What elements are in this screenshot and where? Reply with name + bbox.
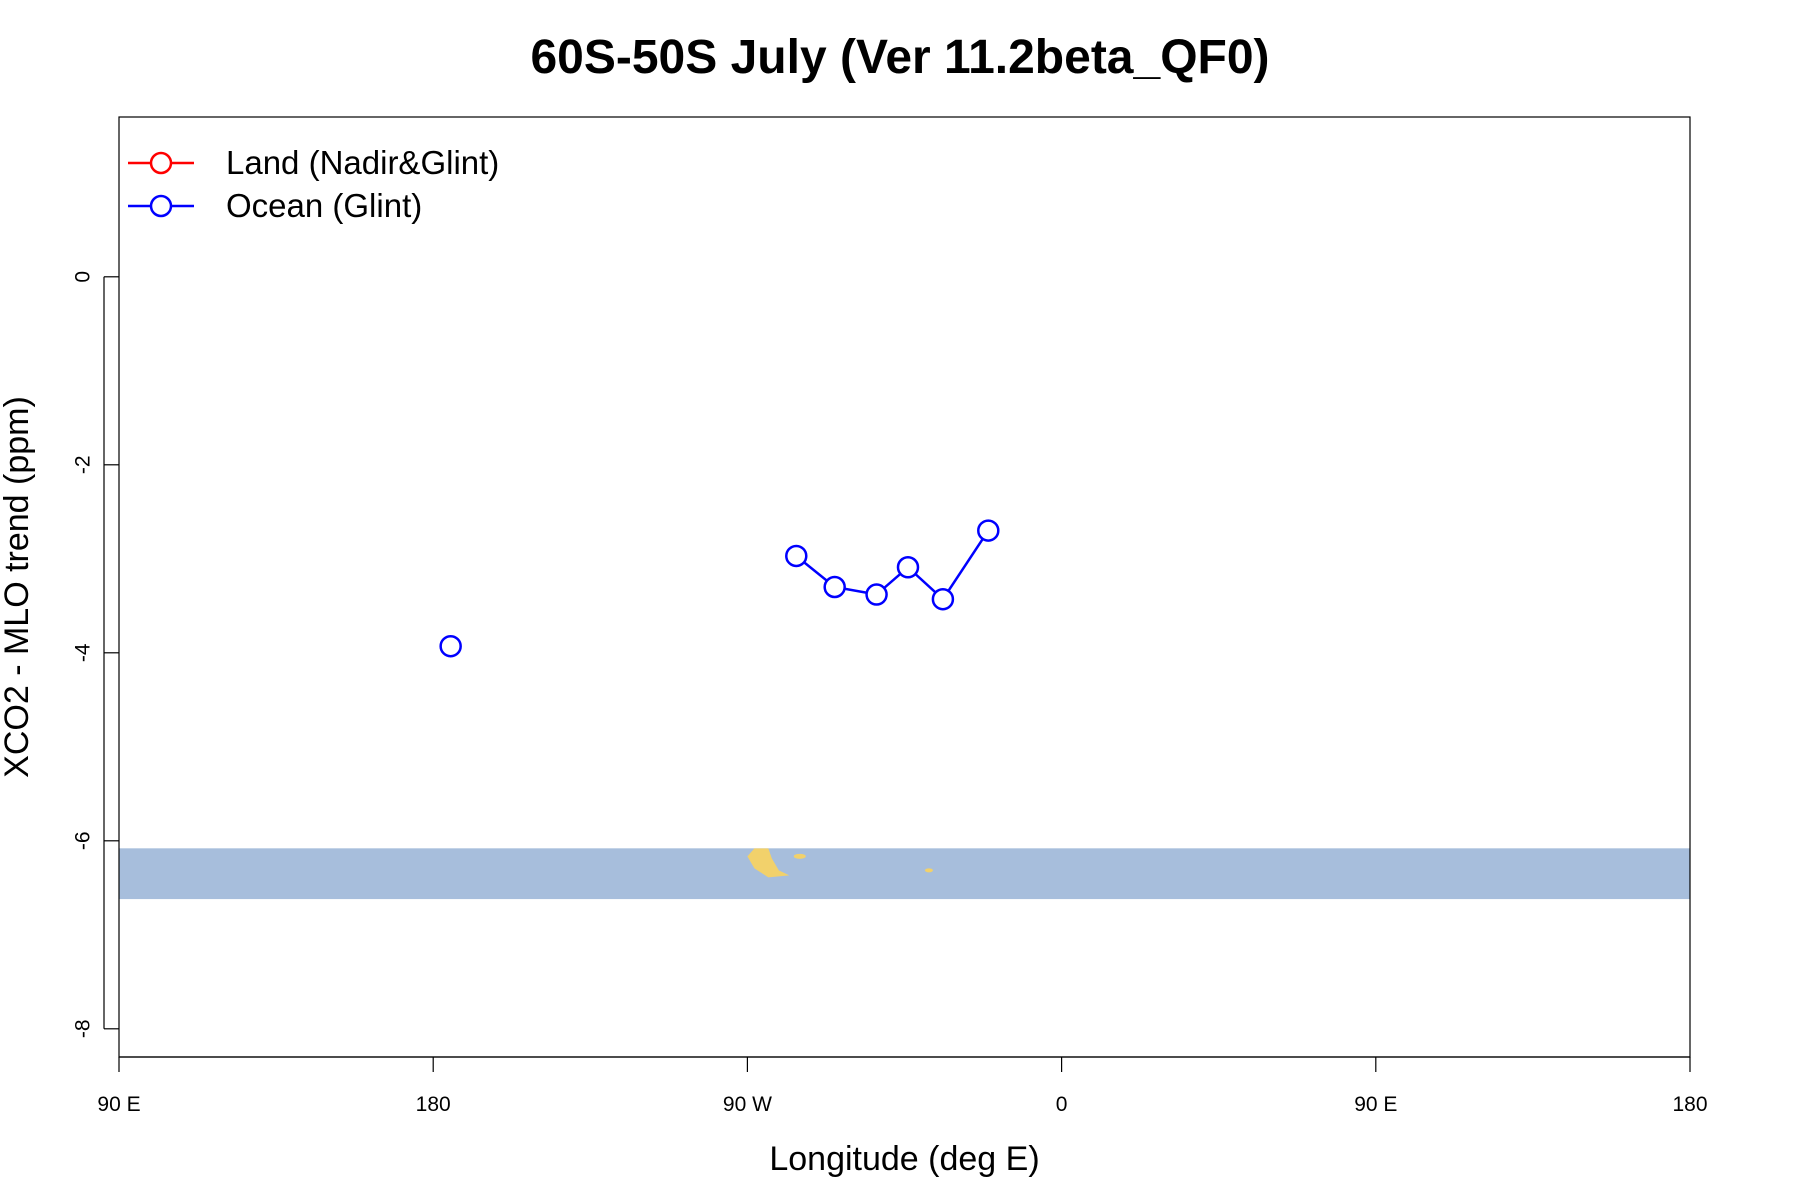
legend-label: Ocean (Glint) (226, 187, 422, 224)
plot-frame (118, 116, 1691, 1058)
map-ocean (119, 848, 1690, 900)
x-tick-label: 90 E (97, 1093, 140, 1116)
y-axis: 0 -2 -4 -6 -8 (72, 271, 119, 1038)
data-point (785, 544, 808, 568)
data-point (439, 634, 462, 658)
map-land-south-georgia (924, 868, 933, 873)
x-axis-title: Longitude (deg E) (769, 1140, 1039, 1178)
map-land-falklands (793, 853, 806, 859)
map-strip (119, 848, 1690, 900)
y-tick-label: -4 (72, 643, 95, 662)
x-tick-label: 180 (416, 1093, 451, 1116)
map-land-patagonia (747, 848, 790, 878)
data-point (865, 583, 888, 606)
legend: Land (Nadir&Glint) Ocean (Glint) (128, 144, 499, 224)
x-tick-label: 90 W (723, 1093, 772, 1116)
legend-label: Land (Nadir&Glint) (226, 144, 499, 181)
data-point (931, 587, 955, 611)
data-point (977, 519, 1000, 542)
y-tick-label: -8 (72, 1019, 95, 1038)
data-point (823, 575, 846, 599)
chart-title: 60S-50S July (Ver 11.2beta_QF0) (530, 31, 1270, 84)
legend-marker (149, 194, 173, 218)
data-point (896, 556, 920, 579)
y-tick-label: 0 (72, 271, 95, 283)
x-tick-label: 0 (1056, 1093, 1068, 1116)
y-tick-label: -2 (72, 455, 95, 474)
y-axis-title: XCO2 - MLO trend (ppm) (0, 396, 36, 778)
x-axis: 90 E 180 90 W 0 90 E 180 (97, 1056, 1708, 1116)
series-layer (439, 519, 1000, 658)
x-tick-label: 90 E (1354, 1093, 1397, 1116)
x-tick-label: 180 (1672, 1093, 1707, 1116)
legend-marker (149, 151, 173, 175)
y-tick-label: -6 (72, 831, 95, 850)
